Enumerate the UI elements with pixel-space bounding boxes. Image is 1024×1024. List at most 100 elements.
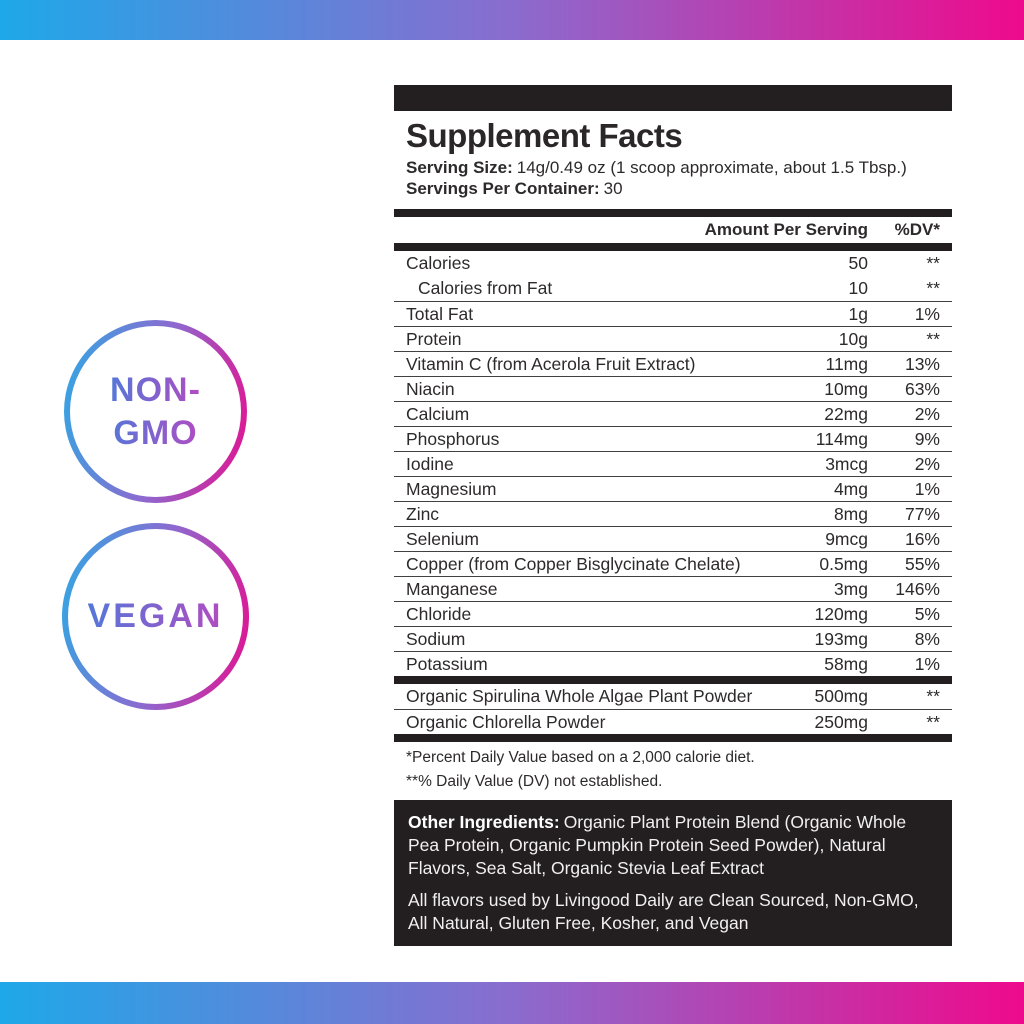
nutrient-dv: ** (926, 278, 940, 298)
nutrient-amount: 193mg (814, 628, 868, 649)
serving-size-line: Serving Size: 14g/0.49 oz (1 scoop approx… (406, 157, 952, 178)
nutrient-name: Magnesium (406, 478, 497, 499)
nutrient-name: Sodium (406, 628, 466, 649)
nutrient-dv: ** (926, 686, 940, 706)
nutrient-amount: 250mg (814, 711, 868, 732)
nutrient-amount: 3mcg (825, 453, 868, 474)
nutrient-amount: 8mg (833, 503, 868, 524)
table-row: Organic Chlorella Powder 250mg ** (394, 709, 952, 734)
nutrient-amount: 4mg (833, 478, 868, 499)
nutrient-name: Iodine (406, 453, 454, 474)
nutrient-amount: 11mg (825, 353, 868, 374)
other-ingredients-box: Other Ingredients: Organic Plant Protein … (394, 800, 952, 946)
non-gmo-badge-inner: NON- GMO (70, 326, 241, 497)
table-header-row: Amount Per Serving %DV* (394, 217, 952, 243)
non-gmo-badge-label: NON- GMO (110, 369, 201, 453)
table-row: Chloride 120mg 5% (394, 601, 952, 626)
nutrient-dv: 5% (914, 603, 940, 624)
nutrient-amount: 500mg (814, 686, 868, 706)
table-row: Phosphorus 114mg 9% (394, 426, 952, 451)
nutrient-dv: 13% (904, 353, 940, 374)
nutrient-amount: 3mg (833, 578, 868, 599)
nutrient-amount: 50 (848, 253, 868, 273)
nutrient-amount: 58mg (824, 653, 868, 674)
botanical-table: Organic Spirulina Whole Algae Plant Powd… (394, 684, 952, 734)
nutrient-name: Vitamin C (from Acerola Fruit Extract) (406, 353, 696, 374)
table-row: Potassium 58mg 1% (394, 651, 952, 676)
nutrient-amount: 22mg (824, 403, 868, 424)
nutrient-name: Potassium (406, 653, 488, 674)
bottom-gradient-bar (0, 982, 1024, 1024)
nutrient-dv: 55% (904, 553, 940, 574)
table-row: Vitamin C (from Acerola Fruit Extract) 1… (394, 351, 952, 376)
nutrient-amount: 120mg (814, 603, 868, 624)
nutrient-name: Chloride (406, 603, 472, 624)
nutrient-dv: 146% (895, 578, 940, 599)
header-amount-per-serving: Amount Per Serving (704, 220, 868, 239)
table-row: Copper (from Copper Bisglycinate Chelate… (394, 551, 952, 576)
nutrient-dv: 77% (904, 503, 940, 524)
vegan-line-1: VEGAN (87, 597, 224, 636)
nutrient-name: Manganese (406, 578, 498, 599)
table-row: Calories from Fat 10 ** (394, 276, 952, 301)
vegan-badge-label: VEGAN (88, 595, 224, 637)
table-row: Iodine 3mcg 2% (394, 451, 952, 476)
nutrient-table: Calories 50 ** Calories from Fat 10 ** T… (394, 251, 952, 676)
supplement-facts-panel: Supplement Facts Serving Size: 14g/0.49 o… (394, 85, 952, 946)
nutrient-amount: 0.5mg (819, 553, 868, 574)
nutrient-dv: 8% (914, 628, 940, 649)
nutrient-dv: 2% (914, 403, 940, 424)
nutrient-amount: 10mg (824, 378, 868, 399)
nutrient-amount: 1g (848, 303, 868, 324)
nutrient-name: Calories (406, 253, 471, 273)
top-gradient-bar (0, 0, 1024, 40)
header-dv: %DV* (894, 220, 940, 239)
other-ingredients-paragraph: Other Ingredients: Organic Plant Protein … (408, 811, 938, 880)
nutrient-name: Calcium (406, 403, 470, 424)
nutrient-name: Total Fat (406, 303, 474, 324)
non-gmo-badge: NON- GMO (64, 320, 247, 503)
nutrient-name: Zinc (406, 503, 440, 524)
nutrient-dv: 1% (914, 478, 940, 499)
serving-size-value: 14g/0.49 oz (1 scoop approximate, about … (516, 158, 907, 177)
divider-bar-1 (394, 209, 952, 217)
non-gmo-line-2: GMO (113, 413, 198, 452)
table-row: Zinc 8mg 77% (394, 501, 952, 526)
table-row: Magnesium 4mg 1% (394, 476, 952, 501)
nutrient-name: Copper (from Copper Bisglycinate Chelate… (406, 553, 741, 574)
table-row: Organic Spirulina Whole Algae Plant Powd… (394, 684, 952, 709)
nutrient-dv: 1% (914, 303, 940, 324)
nutrient-amount: 9mcg (825, 528, 868, 549)
serving-size-label: Serving Size: (406, 158, 513, 177)
nutrient-name: Niacin (406, 378, 455, 399)
nutrient-dv: ** (926, 711, 940, 732)
nutrient-amount: 10 (848, 278, 868, 298)
nutrient-dv: ** (926, 253, 940, 273)
table-row: Total Fat 1g 1% (394, 301, 952, 326)
nutrient-name: Organic Chlorella Powder (406, 711, 606, 732)
table-row: Calcium 22mg 2% (394, 401, 952, 426)
nutrient-dv: 16% (904, 528, 940, 549)
flavors-paragraph: All flavors used by Livingood Daily are … (408, 890, 919, 933)
footnote-dv-not-established: **% Daily Value (DV) not established. (406, 773, 663, 790)
vegan-badge: VEGAN (62, 523, 249, 710)
nutrient-name: Selenium (406, 528, 479, 549)
panel-top-black-bar (394, 85, 952, 111)
nutrient-amount: 10g (838, 328, 868, 349)
servings-value: 30 (603, 179, 623, 198)
nutrient-dv: 1% (914, 653, 940, 674)
nutrient-name: Calories from Fat (418, 278, 553, 298)
nutrient-name: Phosphorus (406, 428, 500, 449)
nutrient-dv: 2% (914, 453, 940, 474)
nutrient-dv: 9% (914, 428, 940, 449)
table-row: Manganese 3mg 146% (394, 576, 952, 601)
divider-bar-2 (394, 243, 952, 251)
nutrient-dv: 63% (904, 378, 940, 399)
nutrient-dv: ** (926, 328, 940, 349)
nutrient-name: Protein (406, 328, 462, 349)
servings-per-container-line: Servings Per Container: 30 (406, 178, 952, 199)
table-row: Protein 10g ** (394, 326, 952, 351)
table-row: Selenium 9mcg 16% (394, 526, 952, 551)
other-ingredients-label: Other Ingredients: (408, 812, 560, 832)
footnote-percent-dv: *Percent Daily Value based on a 2,000 ca… (406, 749, 755, 766)
